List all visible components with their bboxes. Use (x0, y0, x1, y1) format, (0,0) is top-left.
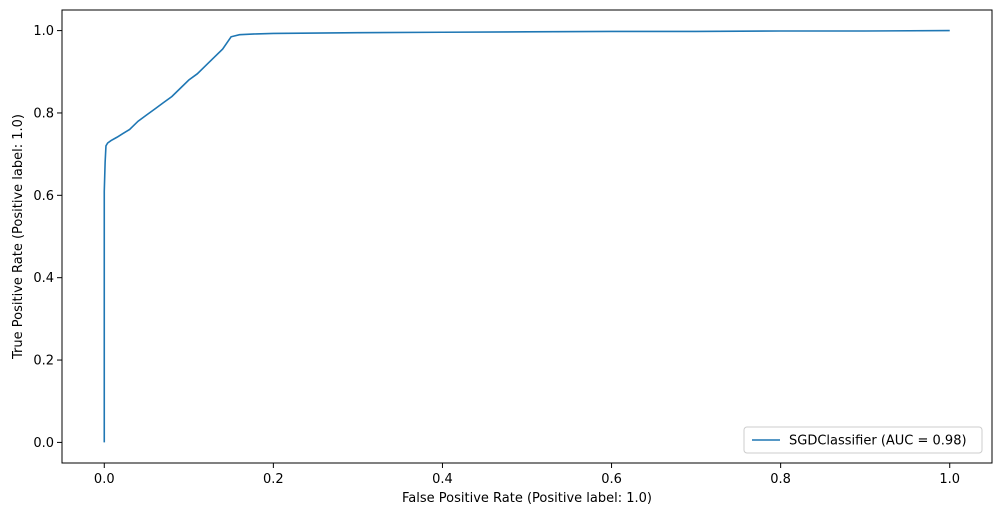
x-tick-label: 0.4 (432, 472, 453, 487)
roc-curve-line (103, 29, 950, 443)
y-tick-marks (57, 30, 62, 443)
x-axis-label: False Positive Rate (Positive label: 1.0… (402, 491, 652, 506)
x-tick-label: 0.6 (601, 472, 622, 487)
y-axis-label: True Positive Rate (Positive label: 1.0) (11, 114, 26, 360)
y-tick-label: 0.2 (33, 354, 54, 369)
legend-box (743, 426, 983, 454)
x-tick-label: 0.8 (770, 472, 791, 487)
y-tick-label: 0.8 (33, 106, 54, 121)
y-tick-label: 1.0 (33, 24, 54, 39)
plot-area (103, 29, 950, 443)
x-tick-label: 0.2 (263, 472, 284, 487)
x-tick-label: 0.0 (94, 472, 115, 487)
y-tick-label: 0.0 (33, 436, 54, 451)
axes-frame (61, 9, 993, 464)
x-tick-labels: 0.0 0.2 0.4 0.6 0.8 1.0 (94, 472, 960, 487)
legend: SGDClassifier (AUC = 0.98) (743, 426, 983, 454)
legend-label: SGDClassifier (AUC = 0.98) (789, 434, 967, 449)
x-tick-marks (103, 463, 951, 468)
y-tick-labels: 0.0 0.2 0.4 0.6 0.8 1.0 (33, 24, 54, 451)
y-tick-label: 0.4 (33, 271, 54, 286)
y-tick-label: 0.6 (33, 189, 54, 204)
x-tick-label: 1.0 (939, 472, 960, 487)
